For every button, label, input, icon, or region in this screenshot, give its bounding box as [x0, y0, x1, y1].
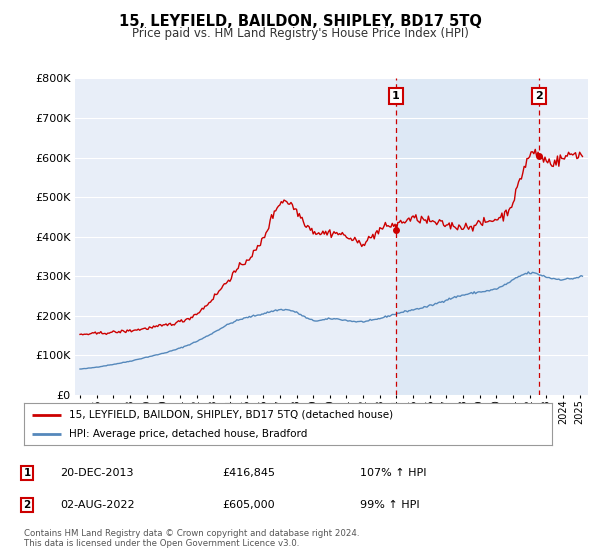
Text: 20-DEC-2013: 20-DEC-2013: [60, 468, 133, 478]
Text: Price paid vs. HM Land Registry's House Price Index (HPI): Price paid vs. HM Land Registry's House …: [131, 27, 469, 40]
Text: £416,845: £416,845: [222, 468, 275, 478]
Text: £605,000: £605,000: [222, 500, 275, 510]
Text: 1: 1: [392, 91, 400, 101]
Text: 02-AUG-2022: 02-AUG-2022: [60, 500, 134, 510]
Bar: [396, 78, 539, 395]
Text: 1: 1: [23, 468, 31, 478]
Text: 2: 2: [535, 91, 543, 101]
Text: Contains HM Land Registry data © Crown copyright and database right 2024.
This d: Contains HM Land Registry data © Crown c…: [24, 529, 359, 548]
Text: 2: 2: [23, 500, 31, 510]
Text: HPI: Average price, detached house, Bradford: HPI: Average price, detached house, Brad…: [69, 429, 307, 439]
Text: 107% ↑ HPI: 107% ↑ HPI: [360, 468, 427, 478]
Text: 15, LEYFIELD, BAILDON, SHIPLEY, BD17 5TQ: 15, LEYFIELD, BAILDON, SHIPLEY, BD17 5TQ: [119, 14, 481, 29]
Text: 99% ↑ HPI: 99% ↑ HPI: [360, 500, 419, 510]
Text: 15, LEYFIELD, BAILDON, SHIPLEY, BD17 5TQ (detached house): 15, LEYFIELD, BAILDON, SHIPLEY, BD17 5TQ…: [69, 409, 393, 419]
